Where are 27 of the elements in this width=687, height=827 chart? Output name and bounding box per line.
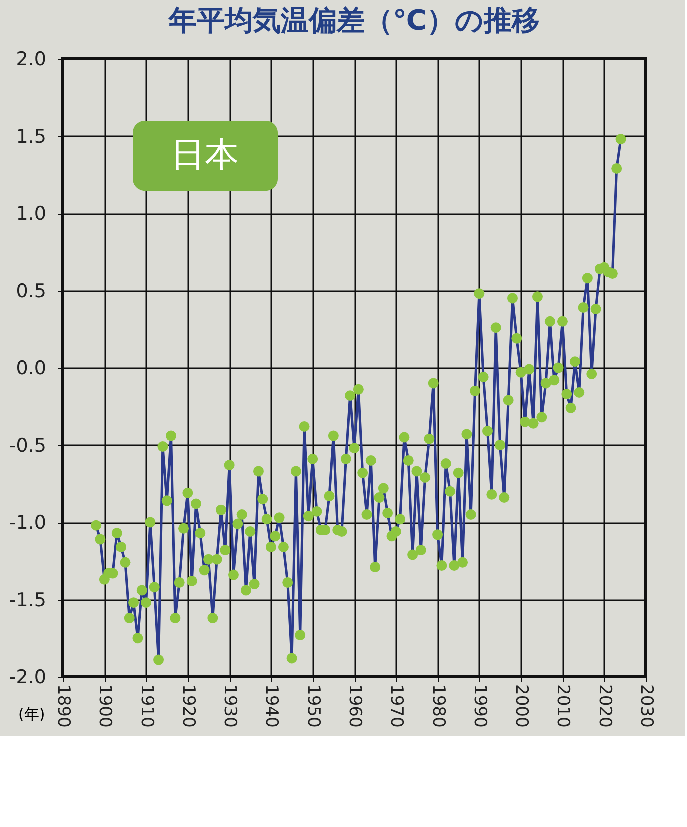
x-tick-label: 1950 [303, 684, 324, 728]
y-tick-label: 1.5 [16, 126, 46, 148]
y-tick-label: -2.0 [9, 666, 46, 688]
y-tick-label: -1.5 [9, 589, 46, 612]
x-tick-label: 2000 [512, 684, 532, 728]
x-axis-title: (年) [18, 706, 46, 724]
y-tick-label: 0.5 [16, 280, 46, 302]
annotation: 日本 [171, 135, 239, 175]
x-tick-label: 1940 [262, 684, 282, 728]
x-tick-label: 1980 [428, 684, 448, 728]
x-tick-label: 1970 [386, 684, 407, 728]
x-tick-label: 1890 [54, 684, 74, 728]
y-tick-label: -1.0 [9, 512, 46, 534]
x-tick-label: 1920 [178, 684, 198, 728]
y-tick-label: 0.0 [16, 358, 46, 380]
x-tick-label: 1990 [470, 684, 490, 728]
x-tick-label: 1910 [136, 684, 157, 728]
x-tick-label: 1960 [345, 684, 365, 728]
x-tick-label: 2010 [553, 684, 574, 728]
x-tick-label: 1930 [220, 684, 240, 728]
y-tick-label: 1.0 [16, 203, 46, 225]
chart-title: 年平均気温偏差（℃）の推移 [168, 4, 540, 37]
x-tick-label: 2030 [636, 684, 656, 728]
x-tick-label: 2020 [594, 684, 615, 728]
x-tick-label: 1900 [95, 684, 116, 728]
y-tick-label: 2.0 [16, 48, 46, 70]
y-tick-label: -0.5 [9, 434, 46, 457]
